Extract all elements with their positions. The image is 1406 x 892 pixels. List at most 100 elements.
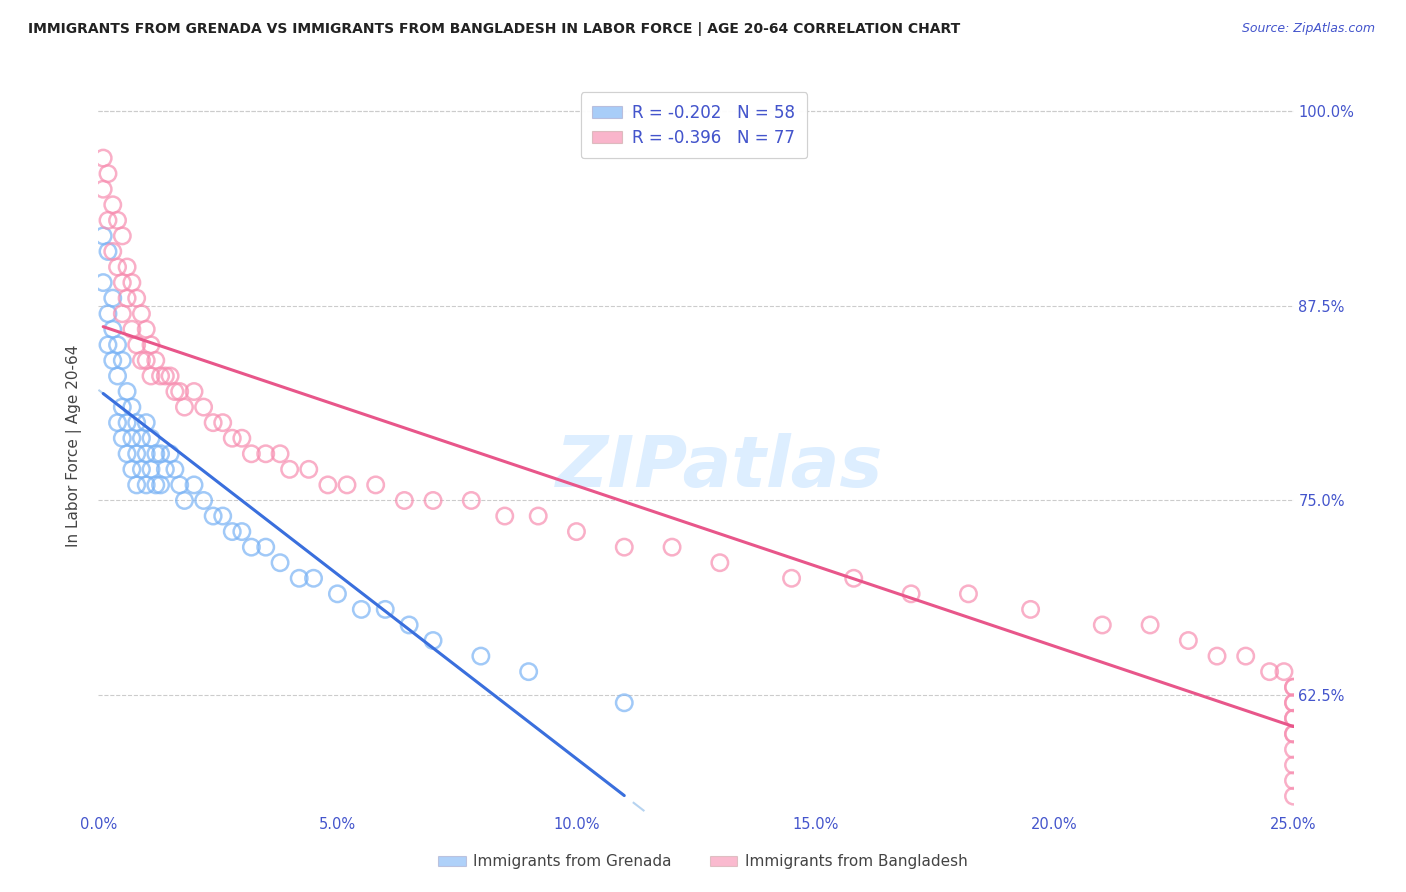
Point [111, 228, 134, 243]
Point [149, 447, 172, 461]
Point [101, 353, 124, 368]
Point [163, 462, 186, 476]
Point [115, 291, 138, 305]
Point [101, 244, 124, 259]
Point [97, 244, 120, 259]
Point [336, 478, 359, 492]
Point [565, 524, 588, 539]
Point [254, 540, 277, 554]
Point [111, 400, 134, 414]
Point [125, 416, 148, 430]
Point [1206, 649, 1229, 664]
Point [780, 571, 803, 585]
Point [900, 587, 922, 601]
Point [91, 151, 114, 165]
Point [101, 322, 124, 336]
Legend: Immigrants from Grenada, Immigrants from Bangladesh: Immigrants from Grenada, Immigrants from… [432, 848, 974, 875]
Point [97, 167, 120, 181]
Point [139, 462, 162, 476]
Point [211, 509, 233, 524]
Point [240, 540, 263, 554]
Point [422, 633, 444, 648]
Point [131, 353, 153, 368]
Point [169, 478, 191, 492]
Point [494, 509, 516, 524]
Point [1282, 773, 1305, 788]
Point [288, 571, 311, 585]
Point [394, 493, 416, 508]
Point [97, 213, 120, 227]
Point [173, 400, 195, 414]
Point [1282, 696, 1305, 710]
Point [298, 462, 321, 476]
Point [169, 384, 191, 399]
Point [302, 571, 325, 585]
Point [135, 353, 157, 368]
Point [517, 665, 540, 679]
Point [193, 400, 215, 414]
Point [1234, 649, 1257, 664]
Point [121, 276, 143, 290]
Point [221, 524, 243, 539]
Point [1282, 696, 1305, 710]
Point [1282, 789, 1305, 804]
Point [125, 478, 148, 492]
Point [139, 368, 162, 383]
Point [316, 478, 339, 492]
Point [269, 556, 291, 570]
Y-axis label: In Labor Force | Age 20-64: In Labor Force | Age 20-64 [66, 345, 83, 547]
Point [1177, 633, 1199, 648]
Point [350, 602, 373, 616]
Point [97, 307, 120, 321]
Point [115, 384, 138, 399]
Point [422, 493, 444, 508]
Point [121, 400, 143, 414]
Text: ZIPatlas: ZIPatlas [557, 434, 883, 502]
Point [1282, 727, 1305, 741]
Point [107, 416, 129, 430]
Point [101, 198, 124, 212]
Point [91, 182, 114, 196]
Point [135, 322, 157, 336]
Point [107, 213, 129, 227]
Point [121, 462, 143, 476]
Point [326, 587, 349, 601]
Point [107, 368, 129, 383]
Point [111, 276, 134, 290]
Point [398, 618, 420, 632]
Point [97, 338, 120, 352]
Point [470, 649, 492, 664]
Point [91, 228, 114, 243]
Point [527, 509, 550, 524]
Point [111, 307, 134, 321]
Point [842, 571, 865, 585]
Point [460, 493, 482, 508]
Point [183, 478, 205, 492]
Point [131, 307, 153, 321]
Point [278, 462, 301, 476]
Point [155, 368, 177, 383]
Point [364, 478, 387, 492]
Text: Source: ZipAtlas.com: Source: ZipAtlas.com [1241, 22, 1375, 36]
Point [111, 353, 134, 368]
Point [91, 276, 114, 290]
Point [1282, 711, 1305, 725]
Point [1282, 680, 1305, 694]
Point [202, 509, 225, 524]
Point [211, 416, 233, 430]
Point [1282, 742, 1305, 756]
Point [149, 368, 172, 383]
Point [145, 353, 167, 368]
Point [159, 447, 181, 461]
Point [1282, 680, 1305, 694]
Point [139, 431, 162, 445]
Point [131, 462, 153, 476]
Point [183, 384, 205, 399]
Point [1282, 727, 1305, 741]
Point [145, 478, 167, 492]
Point [613, 696, 636, 710]
Point [121, 322, 143, 336]
Point [221, 431, 243, 445]
Legend: R = -0.202   N = 58, R = -0.396   N = 77: R = -0.202 N = 58, R = -0.396 N = 77 [581, 92, 807, 158]
Point [231, 431, 253, 445]
